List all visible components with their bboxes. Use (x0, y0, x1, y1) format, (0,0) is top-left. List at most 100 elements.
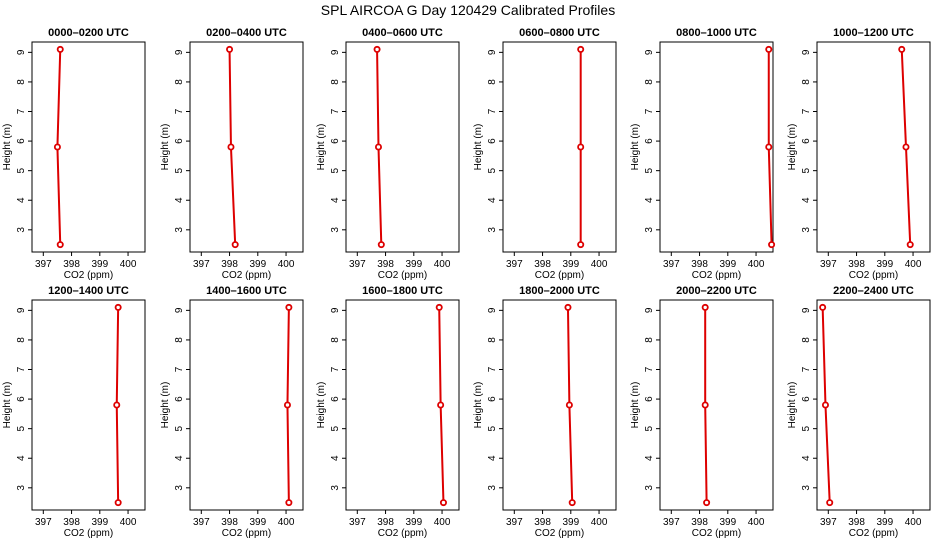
y-tick-label: 8 (330, 337, 341, 343)
data-point (285, 499, 293, 507)
x-tick-label: 399 (719, 259, 736, 270)
plot-frame (189, 299, 304, 511)
data-point (283, 401, 291, 409)
y-tick-label: 9 (174, 307, 185, 313)
y-tick-label: 6 (16, 396, 27, 402)
y-tick-label: 9 (644, 49, 655, 55)
y-tick-label: 6 (487, 138, 498, 144)
data-point (437, 401, 445, 409)
panel-3: 0400–0600 UTC 397 398 399 400 3 4 5 6 7 8 9 CO2 (ppm… (316, 27, 460, 281)
y-tick-label: 9 (801, 49, 812, 55)
x-tick-label: 399 (249, 517, 266, 528)
y-tick-label: 7 (801, 108, 812, 114)
y-tick-label: 5 (487, 167, 498, 173)
data-point (703, 499, 711, 507)
panel-title: 1000–1200 UTC (833, 27, 914, 39)
y-tick-label: 4 (174, 197, 185, 203)
data-point (56, 45, 64, 53)
x-tick-label: 400 (434, 517, 451, 528)
x-tick-label: 398 (534, 517, 551, 528)
y-tick-label: 6 (644, 138, 655, 144)
data-point (435, 303, 443, 311)
y-tick-label: 8 (174, 79, 185, 85)
x-tick-label: 398 (377, 517, 394, 528)
plot-frame (345, 299, 460, 511)
data-point (819, 303, 827, 311)
y-tick-label: 9 (16, 307, 27, 313)
y-tick-label: 5 (16, 425, 27, 431)
x-tick-label: 400 (120, 259, 137, 270)
x-tick-label: 398 (848, 259, 865, 270)
data-point (56, 241, 64, 249)
x-tick-label: 398 (691, 517, 708, 528)
y-tick-label: 9 (330, 307, 341, 313)
x-tick-label: 397 (820, 259, 837, 270)
y-tick-label: 4 (330, 455, 341, 461)
panel-title: 1400–1600 UTC (206, 285, 287, 297)
data-point (768, 241, 776, 249)
y-axis-label: Height (m) (2, 124, 13, 171)
panel-8: 1400–1600 UTC 397 398 399 400 3 4 5 6 7 8 9 CO2 (ppm… (160, 285, 304, 539)
x-tick-label: 399 (91, 259, 108, 270)
panel-title: 1800–2000 UTC (519, 285, 600, 297)
x-tick-label: 399 (91, 517, 108, 528)
x-tick-label: 398 (377, 259, 394, 270)
panel-title: 0000–0200 UTC (48, 27, 129, 39)
panel-2: 0200–0400 UTC 397 398 399 400 3 4 5 6 7 8 9 CO2 (ppm… (160, 27, 304, 281)
x-axis-label: CO2 (ppm) (849, 528, 898, 539)
x-tick-label: 397 (506, 517, 523, 528)
x-tick-label: 398 (63, 259, 80, 270)
y-axis-label: Height (m) (630, 124, 641, 171)
x-tick-label: 397 (820, 517, 837, 528)
data-point (231, 241, 239, 249)
y-tick-label: 6 (330, 138, 341, 144)
y-tick-label: 6 (16, 138, 27, 144)
y-tick-label: 6 (644, 396, 655, 402)
panel-grid: 0000–0200 UTC 397 398 399 400 3 4 5 6 7 8 9 CO2 (ppm… (2, 27, 931, 539)
data-point (439, 499, 447, 507)
plot-frame (659, 41, 774, 253)
data-point (701, 303, 709, 311)
plot-frame (31, 299, 146, 511)
data-point (577, 143, 585, 151)
y-tick-label: 5 (174, 167, 185, 173)
y-tick-label: 5 (801, 167, 812, 173)
y-tick-label: 7 (330, 366, 341, 372)
x-tick-label: 400 (278, 517, 295, 528)
x-tick-label: 400 (748, 517, 765, 528)
data-point (765, 45, 773, 53)
panel-12: 2200–2400 UTC 397 398 399 400 3 4 5 6 7 8 9 CO2 (ppm… (787, 285, 931, 539)
x-axis-label: CO2 (ppm) (378, 270, 427, 281)
y-tick-label: 6 (174, 396, 185, 402)
x-tick-label: 399 (876, 259, 893, 270)
y-tick-label: 5 (644, 167, 655, 173)
y-tick-label: 7 (801, 366, 812, 372)
y-tick-label: 4 (330, 197, 341, 203)
y-tick-label: 7 (330, 108, 341, 114)
data-point (564, 303, 572, 311)
y-tick-label: 6 (801, 138, 812, 144)
y-axis-label: Height (m) (2, 382, 13, 429)
data-point (565, 401, 573, 409)
x-axis-label: CO2 (ppm) (378, 528, 427, 539)
y-tick-label: 3 (16, 227, 27, 233)
x-axis-label: CO2 (ppm) (222, 528, 271, 539)
panel-title: 0800–1000 UTC (676, 27, 757, 39)
y-tick-label: 4 (16, 455, 27, 461)
x-tick-label: 397 (193, 259, 210, 270)
plot-frame (502, 299, 617, 511)
panel-6: 1000–1200 UTC 397 398 399 400 3 4 5 6 7 8 9 CO2 (ppm… (787, 27, 931, 281)
y-tick-label: 4 (644, 455, 655, 461)
plot-frame (345, 41, 460, 253)
plot-frame (189, 41, 304, 253)
x-tick-label: 398 (221, 517, 238, 528)
data-point (898, 45, 906, 53)
y-tick-label: 4 (174, 455, 185, 461)
panel-title: 1600–1800 UTC (362, 285, 443, 297)
data-point (113, 401, 121, 409)
panel-10: 1800–2000 UTC 397 398 399 400 3 4 5 6 7 8 9 CO2 (ppm… (473, 285, 617, 539)
y-axis-label: Height (m) (316, 124, 327, 171)
y-tick-label: 6 (487, 396, 498, 402)
y-axis-label: Height (m) (787, 382, 798, 429)
